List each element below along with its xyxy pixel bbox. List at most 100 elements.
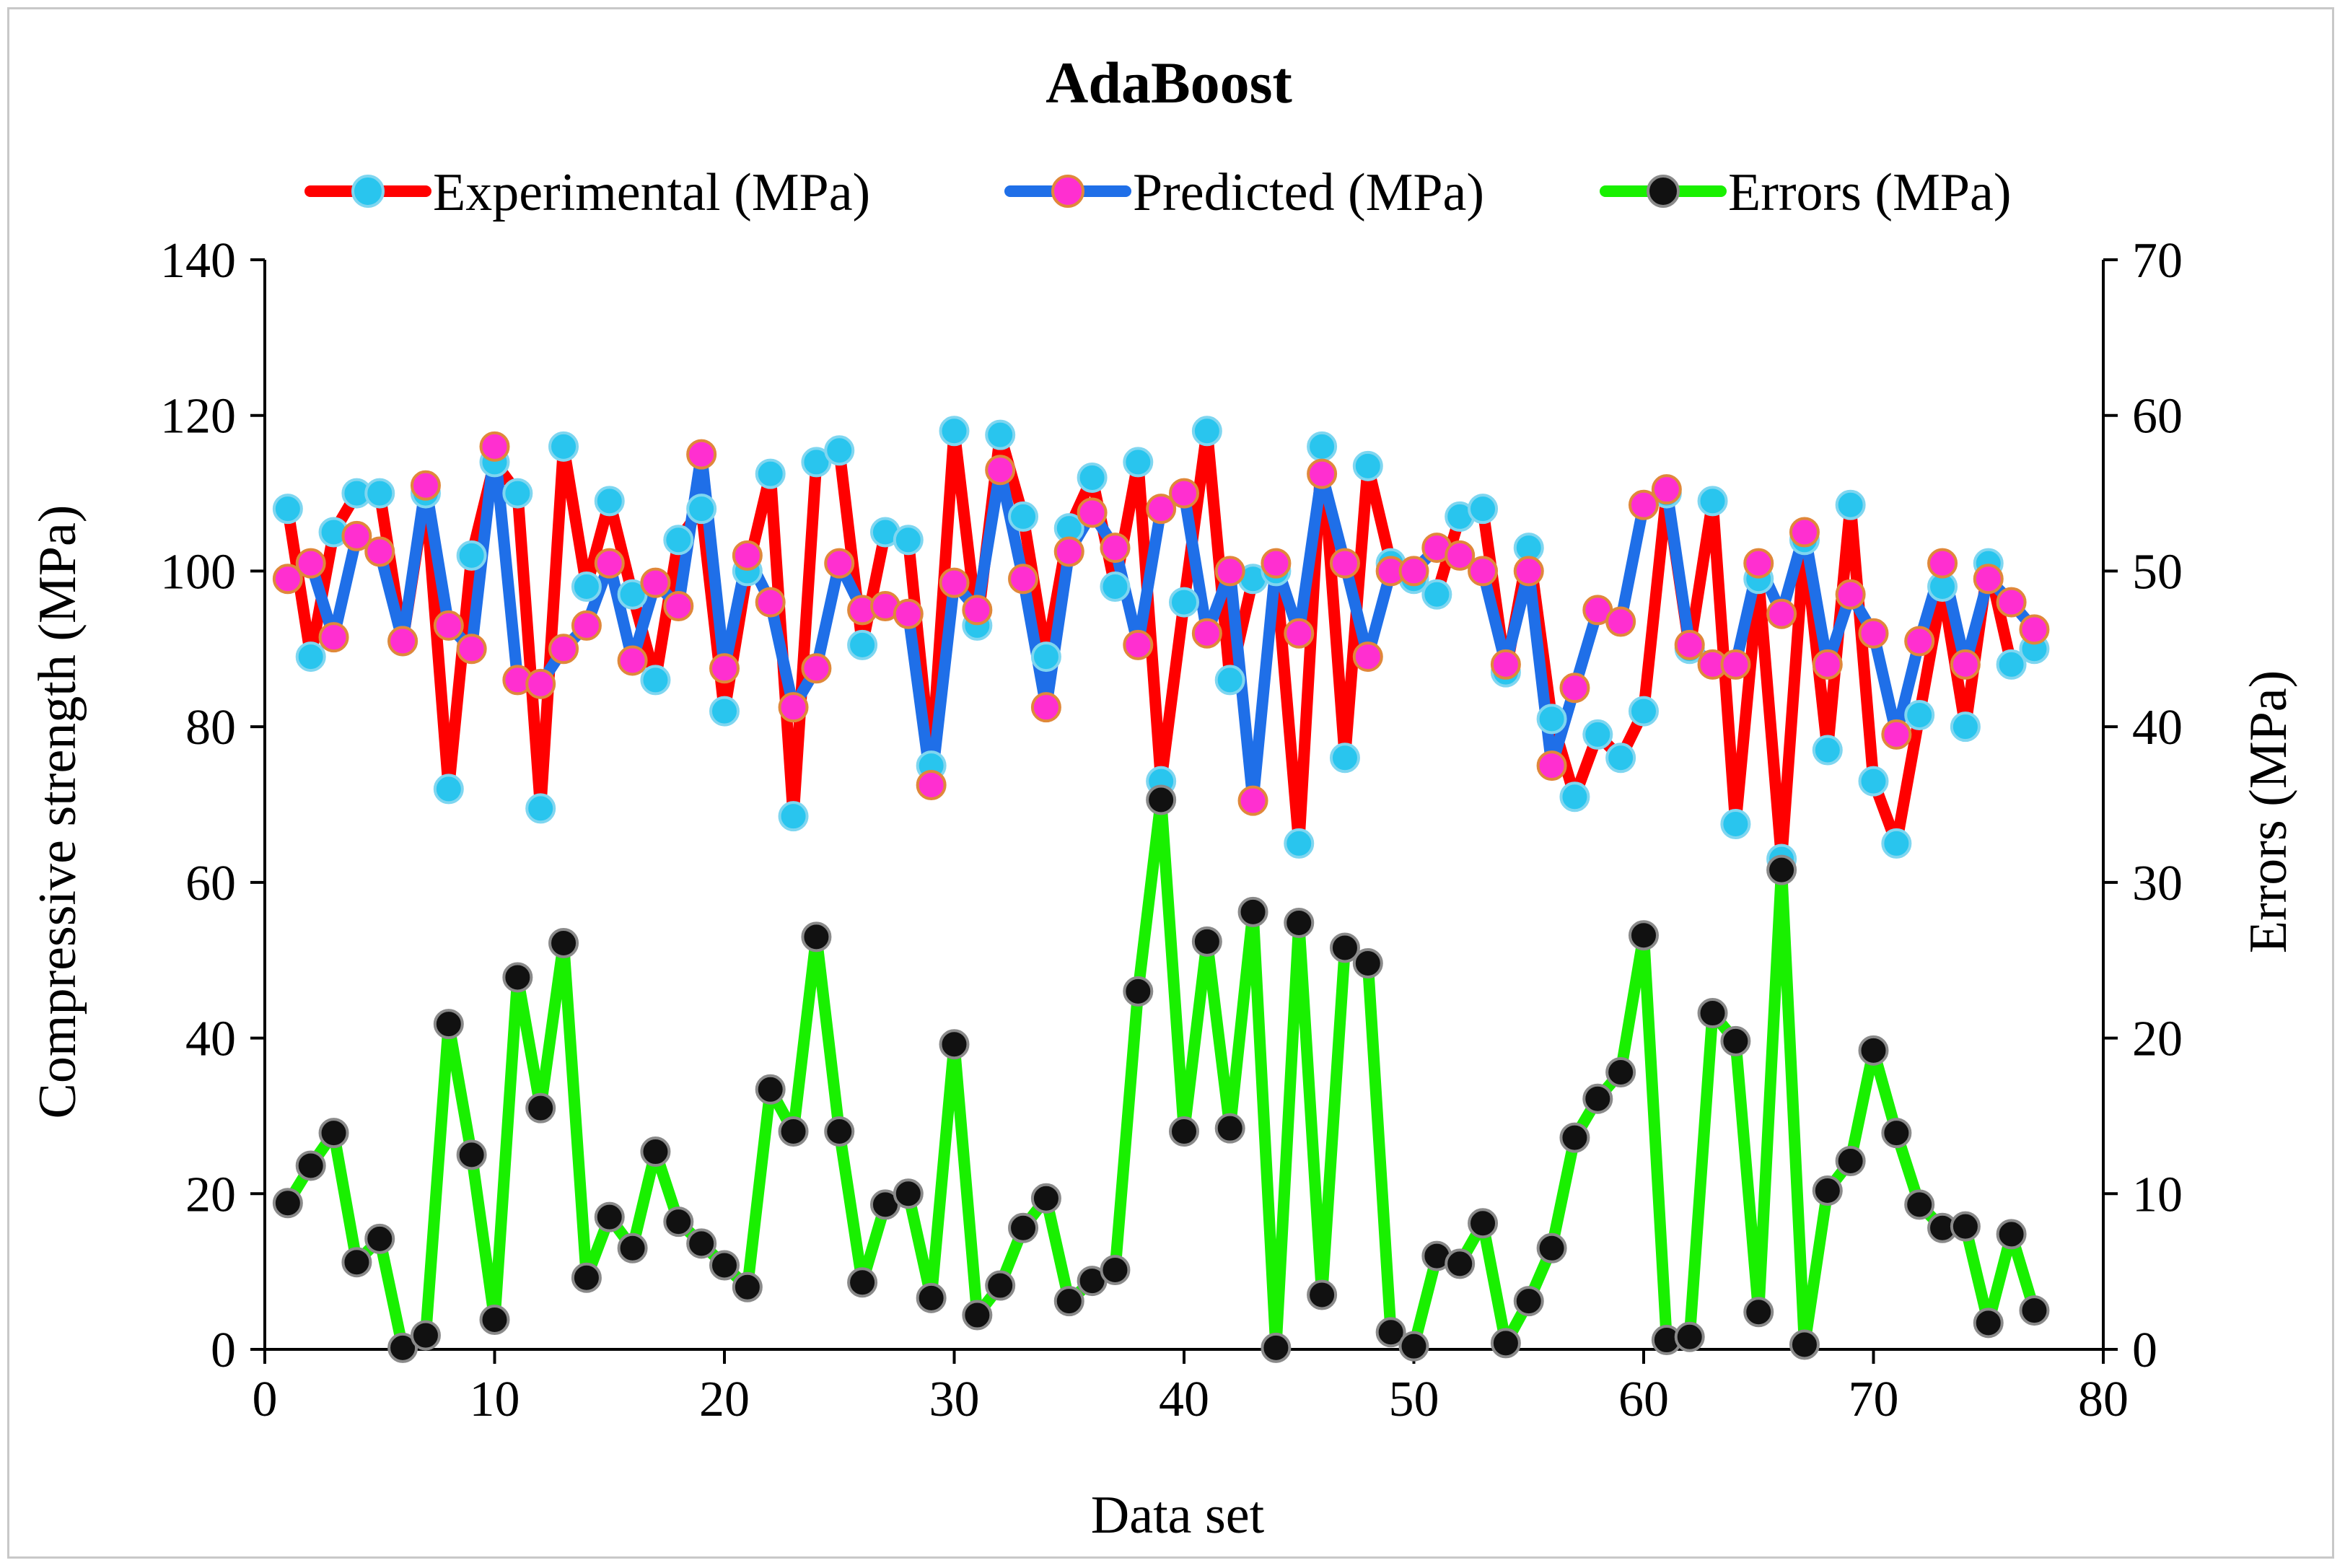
data-point (456, 540, 487, 571)
data-point (663, 525, 694, 556)
data-point (686, 1228, 717, 1259)
data-point (1100, 571, 1131, 602)
data-point (295, 548, 326, 579)
data-point (1927, 548, 1958, 579)
data-point (1490, 649, 1521, 680)
data-point (1008, 564, 1039, 595)
data-point (318, 1118, 349, 1149)
data-point (1904, 699, 1935, 730)
data-point (1720, 649, 1751, 680)
data-point (1237, 785, 1268, 816)
data-point (1950, 649, 1981, 680)
data-point (1030, 692, 1061, 723)
data-point (1651, 474, 1682, 505)
data-point (1008, 1212, 1039, 1243)
data-point (2019, 614, 2050, 645)
data-point (502, 962, 533, 993)
data-point (341, 1247, 372, 1278)
y2-tick-label: 60 (2132, 389, 2183, 444)
y2-tick-label: 20 (2132, 1012, 2183, 1067)
data-point (824, 1116, 855, 1147)
data-point (1697, 486, 1728, 517)
data-point (1261, 1332, 1292, 1363)
data-point (1973, 564, 2004, 595)
data-point (1559, 781, 1590, 813)
data-point (1536, 750, 1567, 781)
data-point (594, 486, 625, 517)
data-point (1996, 587, 2027, 618)
data-point (1169, 587, 1199, 618)
y2-tick-label: 30 (2132, 856, 2183, 911)
data-point (295, 641, 326, 673)
data-point (778, 1116, 809, 1147)
series-markers-2 (272, 431, 2050, 816)
data-point (1468, 1208, 1499, 1239)
data-point (548, 634, 579, 665)
data-point (272, 494, 303, 525)
data-point (1352, 948, 1383, 979)
data-point (1881, 719, 1912, 750)
data-point (1030, 1183, 1061, 1214)
data-point (2019, 1295, 2050, 1326)
data-point (1398, 556, 1429, 587)
y2-tick-label: 40 (2132, 700, 2183, 755)
data-point (939, 416, 970, 447)
data-point (1329, 743, 1360, 774)
data-point (1307, 458, 1338, 489)
data-point (295, 1150, 326, 1181)
data-point (1996, 649, 2027, 680)
data-point (433, 774, 464, 805)
data-point (1629, 696, 1659, 727)
data-point (778, 801, 809, 832)
y-tick-label: 80 (185, 700, 236, 755)
data-point (1697, 998, 1728, 1029)
data-point (1352, 450, 1383, 481)
data-point (1468, 494, 1499, 525)
data-point (1329, 932, 1360, 963)
y-tick-label: 0 (211, 1323, 236, 1378)
data-point (1605, 606, 1636, 637)
data-point (387, 626, 418, 657)
data-point (1629, 489, 1659, 520)
data-point (1973, 1308, 2004, 1339)
data-point (939, 567, 970, 598)
data-point (1605, 1057, 1636, 1088)
data-point (893, 598, 924, 629)
x-axis-label: Data set (1091, 1486, 1265, 1545)
data-point (571, 610, 602, 641)
y-tick-label: 60 (185, 856, 236, 911)
series-markers-3 (272, 784, 2050, 1363)
data-point (1445, 540, 1476, 571)
data-point (1421, 579, 1452, 610)
data-point (1789, 1329, 1820, 1360)
x-tick-label: 80 (2078, 1372, 2129, 1427)
data-point (1237, 896, 1268, 927)
data-point (1214, 665, 1245, 696)
data-point (525, 668, 556, 699)
legend-swatch-marker (1051, 175, 1084, 208)
data-point (985, 1270, 1016, 1301)
data-point (479, 1305, 510, 1336)
data-point (1191, 926, 1222, 957)
y-tick-label: 100 (160, 544, 236, 600)
data-point (1743, 1297, 1774, 1328)
data-point (1858, 1035, 1889, 1066)
data-point (1123, 629, 1154, 660)
data-point (272, 564, 303, 595)
data-point (1077, 497, 1108, 528)
data-point (1996, 1219, 2027, 1250)
data-point (1261, 548, 1292, 579)
data-point (1881, 1118, 1912, 1149)
data-point (1123, 447, 1154, 478)
y-axis-label: Compressive strength (MPa) (28, 505, 87, 1119)
legend-item-1: Experimental (MPa) (304, 163, 870, 222)
data-point (617, 1232, 648, 1263)
data-point (732, 1271, 763, 1302)
data-point (939, 1029, 970, 1060)
data-point (801, 921, 832, 952)
data-point (433, 610, 464, 641)
legend-label: Experimental (MPa) (433, 163, 870, 222)
data-point (1445, 1248, 1476, 1279)
data-point (1904, 1189, 1935, 1220)
data-point (1053, 1286, 1084, 1317)
